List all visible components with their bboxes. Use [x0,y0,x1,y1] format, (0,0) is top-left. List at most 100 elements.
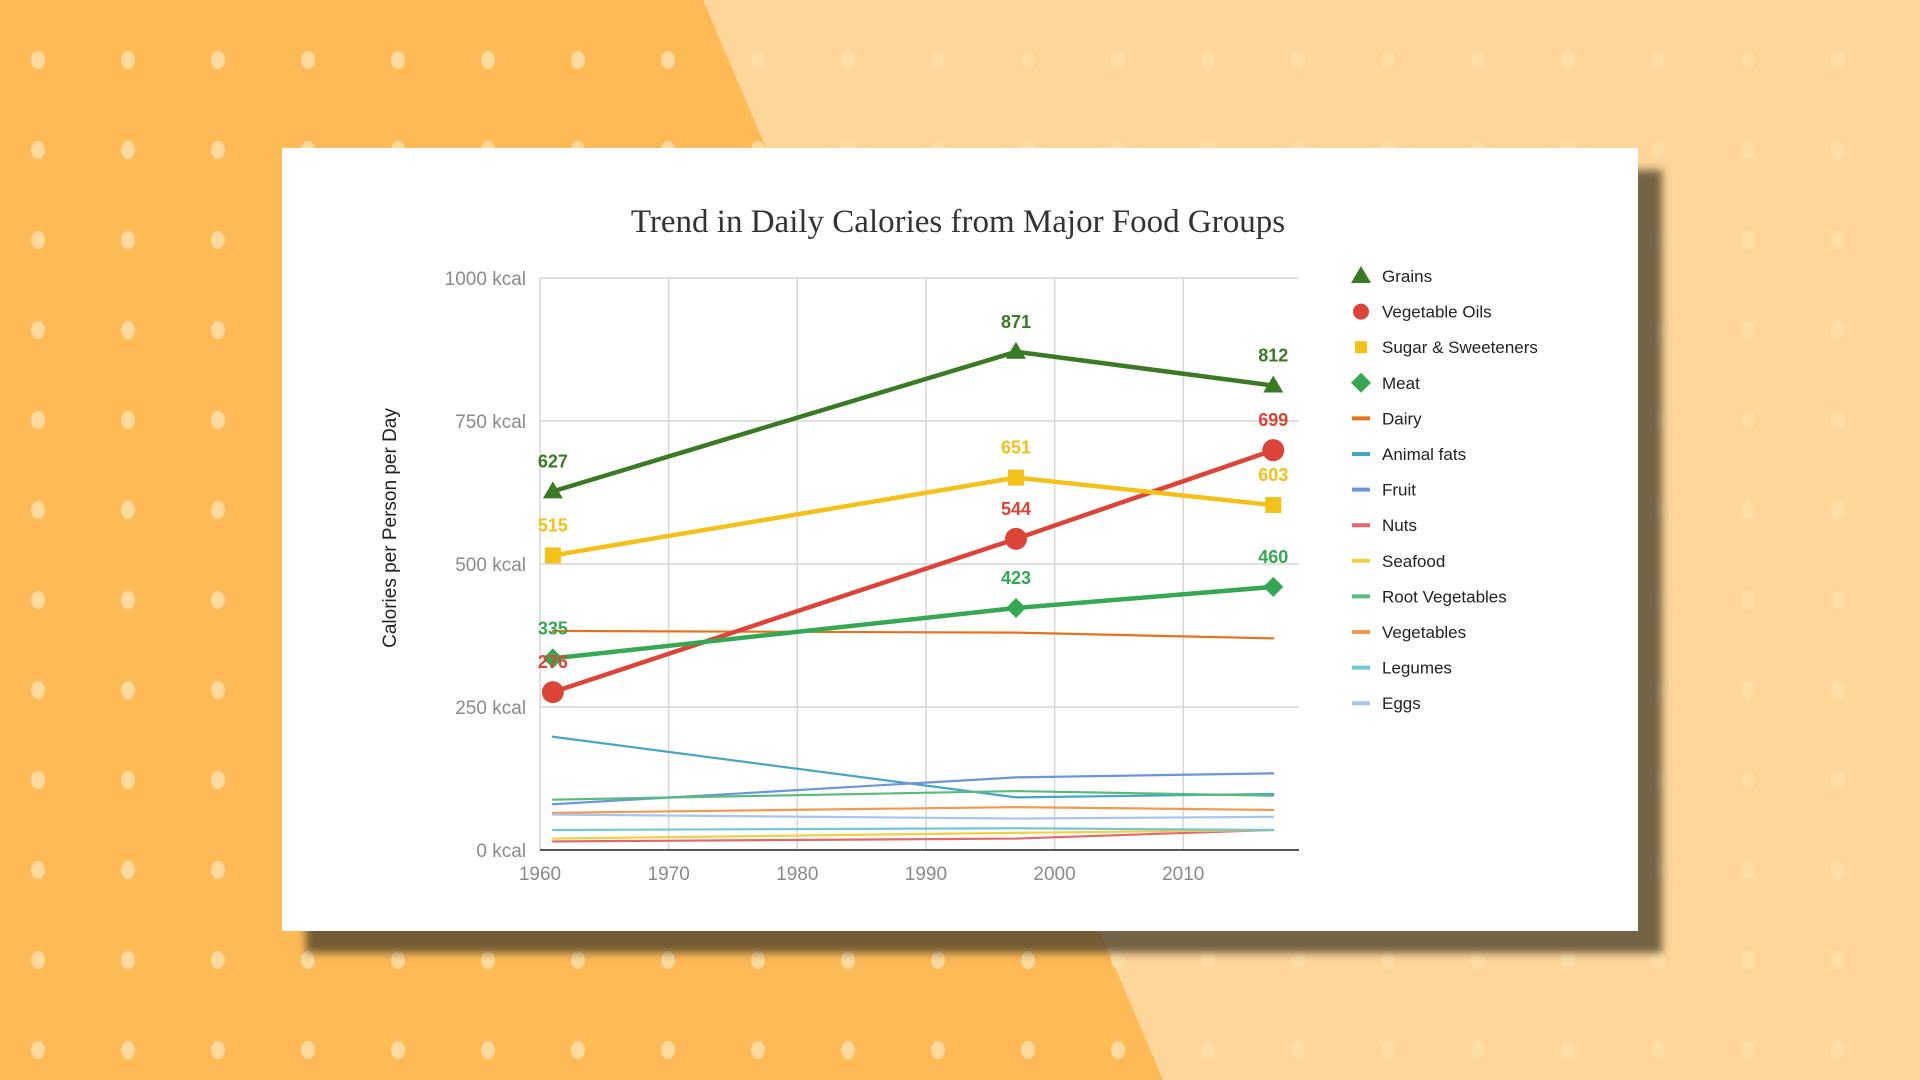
legend-label: Root Vegetables [1382,587,1507,606]
background-dot [1831,681,1845,699]
background-dot [1741,771,1755,789]
legend-item-nuts: Nuts [1352,516,1417,535]
y-tick-label: 500 kcal [455,555,526,576]
chart-series [550,349,1276,843]
background-dot [931,951,945,969]
background-dot [1831,51,1845,69]
point-sugar-and-sweeteners [1007,469,1024,486]
series-line-vegetable-oils [550,447,1276,695]
point-grains [1263,375,1284,393]
background-dot [1471,951,1485,969]
x-tick-label: 1990 [905,864,947,885]
background-dot [1741,411,1755,429]
legend-symbol [1351,266,1371,283]
legend-label: Dairy [1382,409,1422,428]
background-dot [121,1041,135,1059]
legend-label: Eggs [1382,694,1421,713]
series-line-meat [550,584,1276,661]
y-tick-label: 0 kcal [476,841,526,862]
legend-label: Meat [1382,374,1420,393]
data-label-sugar-and-sweeteners: 515 [538,515,568,535]
background-dot [1741,951,1755,969]
legend-item-legumes: Legumes [1352,659,1452,678]
legend-item-vegetable-oils: Vegetable Oils [1353,303,1492,322]
legend-symbol [1353,303,1369,320]
background-dot [1291,1041,1305,1059]
legend-label: Fruit [1382,481,1416,500]
background-dot [121,591,135,609]
data-label-vegetable-oils: 276 [538,652,568,672]
legend-label: Vegetables [1382,623,1466,642]
background-dot [121,861,135,879]
series-line-seafood [551,828,1275,840]
background-dot [661,1041,675,1059]
background-dot [1561,1041,1575,1059]
data-label-grains: 627 [538,451,568,471]
legend-item-eggs: Eggs [1352,694,1421,713]
data-label-grains: 812 [1258,346,1288,366]
background-dot [391,51,405,69]
background-dot [1651,1041,1665,1059]
background-dot [1741,591,1755,609]
background-dot [1111,51,1125,69]
legend-label: Legumes [1382,659,1452,678]
x-tick-label: 1970 [648,864,690,885]
background-dot [211,591,225,609]
series-line-nuts [551,828,1275,843]
x-tick-label: 1980 [776,864,818,885]
background-dot [211,681,225,699]
background-dot [1111,1041,1125,1059]
series-line-vegetables [551,805,1275,814]
point-grains [1005,341,1026,359]
background-dot [1651,141,1665,159]
background-dot [481,1041,495,1059]
legend-item-seafood: Seafood [1352,552,1445,571]
background-dot [121,681,135,699]
y-tick-label: 250 kcal [455,698,526,719]
point-sugar-and-sweeteners [544,547,561,564]
background-dot [1471,1041,1485,1059]
background-dot [121,51,135,69]
background-dot [211,1041,225,1059]
point-meat [1263,576,1284,597]
background-dot [391,1041,405,1059]
background-dot [391,951,405,969]
legend-item-fruit: Fruit [1352,481,1416,500]
background-dot [571,951,585,969]
series-line-root-vegetables [551,789,1275,801]
background-dot [1741,861,1755,879]
background-dot [841,51,855,69]
background-dot [1741,681,1755,699]
point-vegetable-oils [541,681,564,704]
data-label-sugar-and-sweeteners: 651 [1001,438,1031,458]
legend-label: Seafood [1382,552,1445,571]
background-dot [1561,951,1575,969]
background-dot [1651,861,1665,879]
background-dot [1741,141,1755,159]
background-dot [1831,951,1845,969]
background-dot [931,1041,945,1059]
background-dot [1201,951,1215,969]
background-dot [121,501,135,519]
chart-markers [541,341,1285,704]
background-dot [1381,51,1395,69]
background-dot [1651,411,1665,429]
legend-symbol [1351,372,1371,393]
background-dot [1741,51,1755,69]
background-dot [1651,231,1665,249]
background-dot [31,411,45,429]
legend-item-vegetables: Vegetables [1352,623,1466,642]
background-dot [571,1041,585,1059]
line-chart: Trend in Daily Calories from Major Food … [380,204,1538,885]
legend-item-root-vegetables: Root Vegetables [1352,587,1507,606]
background-dot [1021,1041,1035,1059]
legend-item-animal-fats: Animal fats [1352,445,1466,464]
chart-gridlines [539,277,1299,850]
background-dot [121,411,135,429]
background-dot [211,51,225,69]
series-line-fruit [551,772,1275,806]
background-dot [1111,951,1125,969]
background-dot [1831,411,1845,429]
data-label-grains: 871 [1001,312,1031,332]
series-line-eggs [551,813,1275,820]
